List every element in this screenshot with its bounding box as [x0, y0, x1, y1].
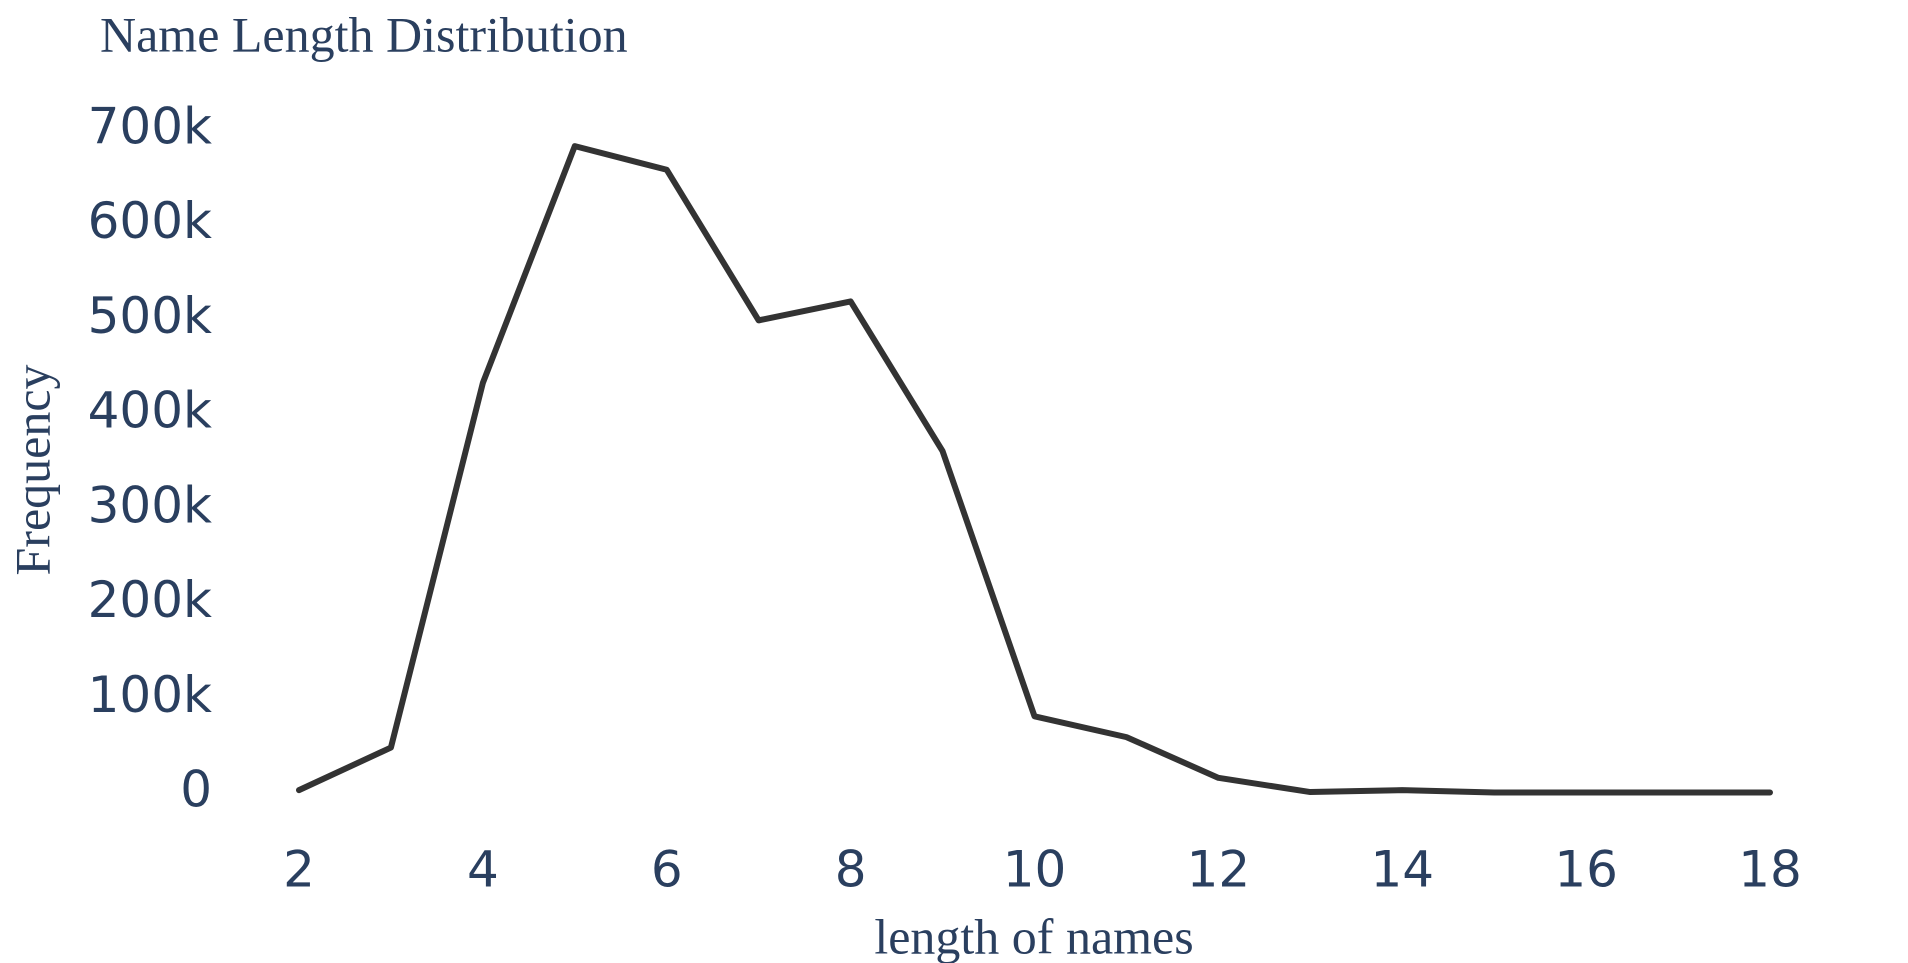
y-tick-label: 600k — [88, 192, 212, 250]
x-tick-label: 6 — [651, 841, 683, 899]
y-tick-label: 300k — [88, 476, 212, 534]
x-tick-label: 18 — [1738, 841, 1802, 899]
y-axis-title: Frequency — [4, 364, 60, 575]
x-tick-label: 16 — [1554, 841, 1618, 899]
line-series — [296, 143, 1773, 796]
x-tick-label: 10 — [1003, 841, 1067, 899]
x-tick-label: 8 — [835, 841, 867, 899]
x-axis-title: length of names — [874, 908, 1193, 963]
y-tick-label: 0 — [180, 761, 212, 819]
y-tick-label: 500k — [88, 287, 212, 345]
x-tick-label: 4 — [467, 841, 499, 899]
x-tick-label: 12 — [1187, 841, 1251, 899]
chart-title: Name Length Distribution — [100, 6, 628, 62]
y-tick-label: 700k — [88, 98, 212, 156]
y-tick-label: 200k — [88, 571, 212, 629]
x-tick-label: 14 — [1370, 841, 1434, 899]
y-tick-label: 100k — [88, 666, 212, 724]
x-tick-label: 2 — [283, 841, 315, 899]
y-tick-label: 400k — [88, 382, 212, 440]
